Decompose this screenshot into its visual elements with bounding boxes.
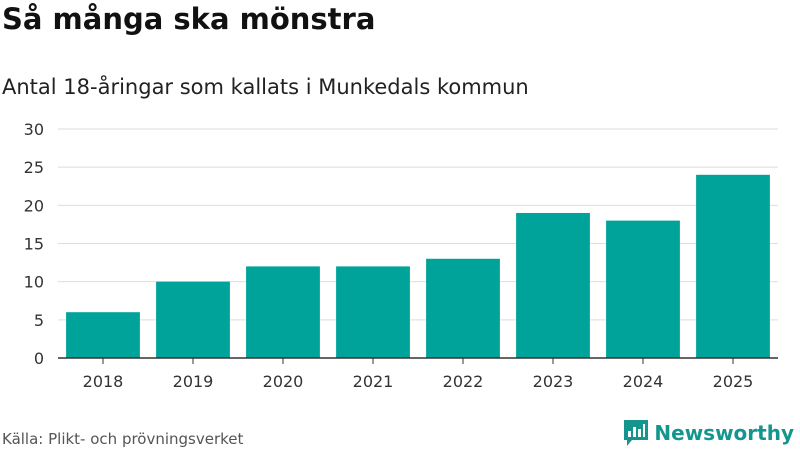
newsworthy-logo-icon bbox=[624, 420, 649, 446]
y-tick-label: 0 bbox=[34, 349, 44, 368]
bar-2025 bbox=[696, 174, 770, 358]
y-tick-label: 30 bbox=[24, 120, 44, 139]
brand-logo: Newsworthy bbox=[624, 420, 794, 446]
y-tick-label: 20 bbox=[24, 196, 44, 215]
bar-2024 bbox=[606, 220, 680, 358]
y-tick-label: 25 bbox=[24, 158, 44, 177]
chart-title: Så många ska mönstra bbox=[2, 2, 376, 36]
x-tick-label: 2025 bbox=[713, 372, 754, 391]
x-tick-label: 2019 bbox=[173, 372, 214, 391]
x-tick-label: 2024 bbox=[623, 372, 664, 391]
bar-2022 bbox=[426, 258, 500, 358]
y-tick-label: 10 bbox=[24, 273, 44, 292]
y-tick-label: 5 bbox=[34, 311, 44, 330]
source-note: Källa: Plikt- och prövningsverket bbox=[2, 430, 244, 448]
y-tick-label: 15 bbox=[24, 235, 44, 254]
bar-2023 bbox=[516, 212, 590, 358]
x-tick-label: 2021 bbox=[353, 372, 394, 391]
x-tick-label: 2020 bbox=[263, 372, 304, 391]
x-tick-label: 2023 bbox=[533, 372, 574, 391]
bars bbox=[66, 174, 770, 358]
x-tick-label: 2022 bbox=[443, 372, 484, 391]
bar-2019 bbox=[156, 281, 230, 358]
brand-name: Newsworthy bbox=[654, 421, 794, 445]
bar-2021 bbox=[336, 266, 410, 358]
bar-2018 bbox=[66, 312, 140, 358]
x-tick-label: 2018 bbox=[83, 372, 124, 391]
bar-2020 bbox=[246, 266, 320, 358]
chart-subtitle: Antal 18-åringar som kallats i Munkedals… bbox=[2, 75, 529, 99]
